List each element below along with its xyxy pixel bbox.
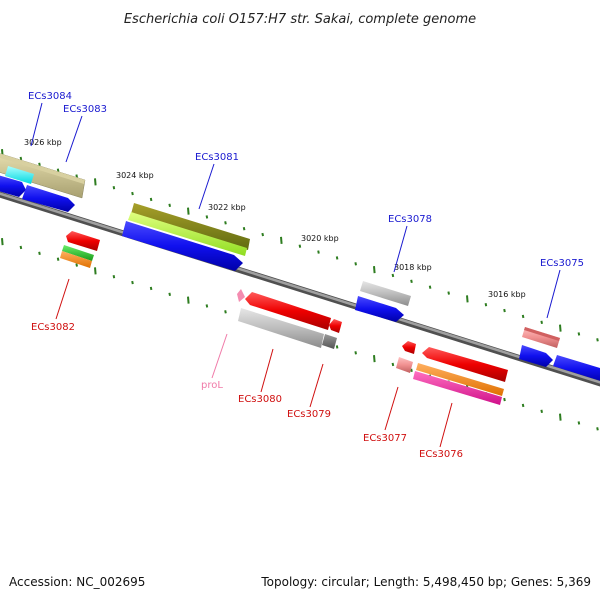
- gene-proL-feature[interactable]: [237, 289, 245, 302]
- upper-scale-tick: [559, 324, 562, 332]
- upper-scale-tick: [447, 291, 450, 295]
- lower-scale-tick: [94, 267, 97, 275]
- upper-scale-tick: [540, 320, 543, 324]
- upper-scale-tick: [187, 207, 190, 215]
- gene-label-ECs3081[interactable]: ECs3081: [195, 152, 239, 163]
- gene-ECs3075-pink[interactable]: [522, 327, 560, 348]
- gene-label-ECs3083[interactable]: ECs3083: [63, 104, 107, 115]
- scale-label-3024: 3024 kbp: [116, 171, 154, 180]
- genome-title: Escherichia coli O157:H7 str. Sakai, com…: [124, 12, 476, 27]
- lower-scale-tick: [205, 304, 209, 308]
- upper-scale-tick: [205, 215, 209, 219]
- scale-label-3026: 3026 kbp: [24, 138, 62, 147]
- lower-scale-tick: [410, 368, 413, 373]
- leader-lines: [30, 102, 561, 448]
- upper-scale-tick: [354, 262, 357, 266]
- gene-ECs3081-feature[interactable]: [122, 221, 243, 271]
- lower-scale-tick: [1, 238, 4, 246]
- gene-ECs3075-feature[interactable]: [519, 345, 600, 383]
- scale-label-3018: 3018 kbp: [394, 263, 432, 272]
- gene-ECs3080-gray[interactable]: [238, 308, 324, 348]
- upper-scale-tick: [596, 338, 599, 342]
- upper-scale-tick: [466, 295, 469, 303]
- gene-label-ECs3080[interactable]: ECs3080: [238, 394, 282, 405]
- gene-ECs3077-feature[interactable]: [396, 341, 416, 373]
- lower-scale-tick: [354, 351, 357, 355]
- upper-scale-tick: [19, 156, 23, 161]
- lower-scale-tick: [540, 409, 543, 413]
- lower-scale-tick: [149, 286, 153, 291]
- lower-scale-tick: [168, 292, 171, 296]
- upper-scale-tick: [242, 226, 246, 231]
- upper-scale-tick: [373, 266, 376, 274]
- upper-scale-tick: [168, 203, 171, 207]
- gene-ECs3080-feature[interactable]: [245, 292, 331, 330]
- upper-scale-tick: [410, 279, 413, 284]
- gene-label-ECs3079[interactable]: ECs3079: [287, 409, 331, 420]
- gene-label-ECs3077[interactable]: ECs3077: [363, 433, 407, 444]
- upper-scale-tick: [112, 186, 116, 190]
- scale-label-3020: 3020 kbp: [301, 234, 339, 243]
- lower-scale-tick: [224, 310, 227, 314]
- upper-scale-tick: [94, 178, 97, 186]
- gene-ECs3076-feature[interactable]: [413, 347, 508, 405]
- lower-scale-tick: [131, 280, 134, 285]
- gene-label-ECs3082[interactable]: ECs3082: [31, 322, 75, 333]
- gene-label-ECs3078[interactable]: ECs3078: [388, 214, 432, 225]
- lower-scale-tick: [56, 257, 60, 261]
- upper-tick-row: [1, 149, 599, 342]
- lower-scale-tick: [391, 362, 395, 367]
- upper-scale-tick: [317, 250, 320, 254]
- gene-label-ECs3075[interactable]: ECs3075: [540, 258, 584, 269]
- lower-scale-tick: [335, 345, 339, 349]
- upper-scale-tick: [56, 168, 60, 172]
- gene-ECs3078-gray[interactable]: [360, 281, 411, 306]
- lower-scale-tick: [38, 251, 41, 256]
- lower-scale-tick: [559, 413, 562, 421]
- upper-scale-tick: [428, 285, 432, 289]
- lower-scale-tick: [187, 296, 190, 304]
- accession-text: Accession: NC_002695: [9, 575, 145, 589]
- gene-ECs3084-feature[interactable]: [0, 152, 86, 199]
- scale-label-3016: 3016 kbp: [488, 290, 526, 299]
- upper-scale-tick: [38, 162, 41, 167]
- upper-scale-tick: [521, 314, 525, 319]
- upper-scale-tick: [298, 244, 302, 248]
- lower-scale-tick: [503, 397, 506, 402]
- upper-scale-tick: [149, 197, 153, 202]
- gene-ECs3078-feature[interactable]: [355, 296, 404, 322]
- upper-scale-tick: [335, 256, 339, 260]
- lower-scale-tick: [596, 427, 599, 431]
- lower-scale-tick: [373, 355, 376, 363]
- gene-ECs3079-red[interactable]: [329, 319, 342, 333]
- upper-scale-tick: [75, 174, 78, 178]
- gene-label-proL[interactable]: proL: [201, 380, 223, 391]
- lower-scale-tick: [577, 421, 581, 425]
- upper-scale-tick: [224, 221, 227, 225]
- upper-scale-tick: [131, 191, 134, 196]
- gene-ECs3079-feature[interactable]: [322, 334, 337, 349]
- gene-ECs3083-feature[interactable]: [0, 175, 75, 212]
- lower-scale-tick: [19, 245, 23, 250]
- lower-scale-tick: [112, 275, 116, 279]
- gene-ECs3081-olive[interactable]: [128, 203, 250, 256]
- gene-label-ECs3084[interactable]: ECs3084: [28, 91, 72, 102]
- upper-scale-tick: [577, 332, 581, 336]
- lower-scale-tick: [521, 403, 525, 408]
- gene-ECs3082-feature[interactable]: [60, 231, 100, 268]
- genome-summary-text: Topology: circular; Length: 5,498,450 bp…: [260, 575, 591, 589]
- upper-scale-tick: [391, 273, 395, 278]
- upper-scale-tick: [484, 303, 488, 307]
- upper-scale-tick: [261, 232, 264, 237]
- lower-scale-tick: [75, 263, 78, 267]
- upper-scale-tick: [503, 308, 506, 313]
- genome-backbone: [0, 191, 600, 387]
- upper-scale-tick: [280, 236, 283, 244]
- gene-label-ECs3076[interactable]: ECs3076: [419, 449, 463, 460]
- scale-label-3022: 3022 kbp: [208, 203, 246, 212]
